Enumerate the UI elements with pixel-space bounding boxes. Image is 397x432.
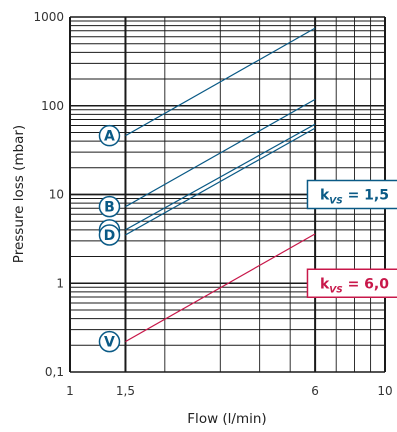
series-line-a (125, 27, 316, 137)
x-tick-label: 6 (311, 384, 319, 398)
callout-circle-b (98, 195, 121, 218)
y-tick-label: 10 (49, 188, 64, 202)
series-line-c (125, 123, 316, 231)
callout-label-a: A (104, 129, 115, 145)
x-tick-label: 1 (66, 384, 74, 398)
y-tick-label: 100 (41, 99, 64, 113)
series-line-b (125, 98, 316, 208)
y-axis-title: Pressure loss (mbar) (11, 125, 27, 263)
callout-circle-v (98, 330, 121, 353)
grid (69, 16, 386, 373)
series-lines (125, 27, 316, 343)
series-line-d (125, 127, 316, 236)
kvs-annotations: kVS = 1,5 kVS = 6,0 (306, 179, 397, 298)
series-line-v (125, 233, 316, 343)
kvs-box-1 (306, 268, 397, 298)
callout-label-v: V (104, 335, 115, 351)
y-tick-label: 0,1 (45, 365, 64, 379)
y-tick-label: 1 (56, 276, 64, 290)
x-axis-title: Flow (l/min) (187, 411, 266, 427)
x-tick-label: 10 (377, 384, 392, 398)
kvs-box-0 (306, 179, 397, 210)
kvs-label-0: kVS = 1,5 (320, 188, 389, 207)
callout-circle-a (98, 124, 121, 147)
series-callouts: ABCDV (98, 124, 121, 353)
x-tick-label: 1,5 (116, 384, 135, 398)
callout-circle-d (98, 224, 121, 246)
kvs-label-1: kVS = 6,0 (320, 276, 389, 295)
y-tick-label: 1000 (33, 10, 64, 24)
callout-label-d: D (104, 228, 116, 244)
callout-label-b: B (104, 200, 115, 216)
